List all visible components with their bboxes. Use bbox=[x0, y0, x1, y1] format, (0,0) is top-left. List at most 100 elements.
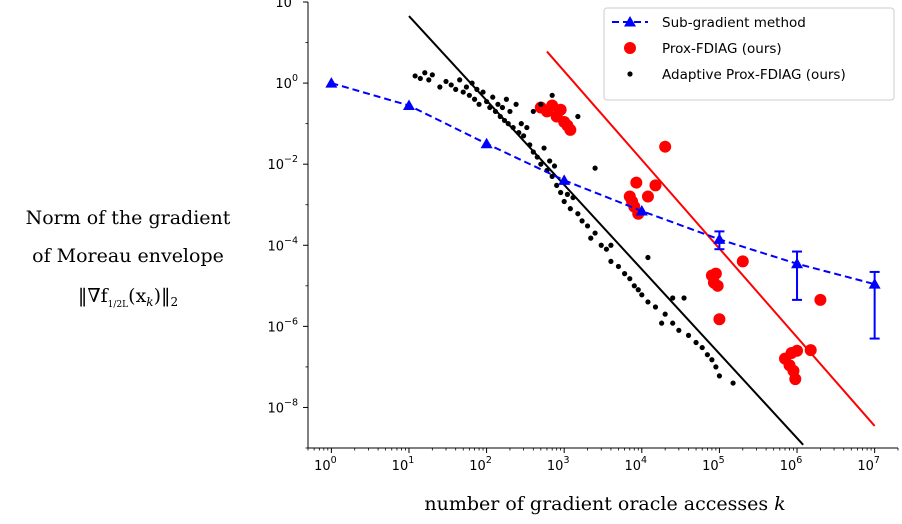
adaptive-point-45 bbox=[558, 189, 564, 196]
adaptive-point-78 bbox=[538, 101, 544, 107]
legend-box bbox=[603, 7, 895, 101]
prox-fdiag-point-29 bbox=[814, 293, 827, 306]
x-tick-label-0: 100 bbox=[314, 455, 337, 474]
adaptive-point-5 bbox=[437, 84, 443, 90]
legend-triangle-marker bbox=[624, 16, 636, 27]
adaptive-point-46 bbox=[561, 198, 567, 205]
y-label-sub-num: 1 bbox=[108, 300, 114, 310]
y-tick-base-3: 10 bbox=[267, 239, 284, 254]
prox-fdiag-point-4 bbox=[554, 103, 567, 116]
x-tick-exp-0: 0 bbox=[331, 455, 337, 466]
x-tick-label-7: 107 bbox=[857, 455, 880, 474]
x-tick-label-1: 101 bbox=[392, 455, 415, 474]
adaptive-point-24 bbox=[499, 104, 506, 111]
legend-black-dot bbox=[627, 71, 633, 77]
y-tick-base-2: 10 bbox=[267, 158, 284, 173]
x-tick-label-3: 103 bbox=[547, 455, 570, 474]
adaptive-point-53 bbox=[588, 235, 594, 241]
adaptive-point-42 bbox=[549, 173, 555, 179]
x-tick-exp-7: 7 bbox=[874, 455, 880, 466]
adaptive-point-29 bbox=[510, 124, 516, 131]
y-tick-label-4: 10−6 bbox=[267, 316, 298, 335]
y-label-norm-grad: ‖∇f bbox=[78, 285, 110, 307]
adaptive-point-64 bbox=[645, 299, 651, 305]
adaptive-point-59 bbox=[621, 271, 628, 277]
prox-fdiag-point-18 bbox=[709, 267, 722, 280]
y-label-math: ‖∇f1/2L(xk)‖2 bbox=[78, 285, 178, 310]
adaptive-point-48 bbox=[567, 206, 573, 212]
x-tick-base-5: 10 bbox=[702, 459, 719, 474]
adaptive-point-62 bbox=[635, 287, 641, 293]
trend-line-3 bbox=[408, 15, 804, 446]
legend-label-1: Prox-FDIAG (ours) bbox=[662, 41, 782, 57]
adaptive-point-19 bbox=[487, 104, 493, 111]
y-tick-label-0: 102 bbox=[275, 0, 298, 11]
adaptive-point-32 bbox=[518, 121, 524, 127]
adaptive-point-74 bbox=[713, 364, 719, 370]
y-label-norm-sub: 2 bbox=[171, 295, 179, 309]
adaptive-point-31 bbox=[516, 130, 522, 136]
adaptive-point-14 bbox=[471, 96, 478, 102]
prox-fdiag-point-28 bbox=[804, 344, 817, 357]
adaptive-point-3 bbox=[426, 77, 432, 83]
adaptive-point-55 bbox=[598, 242, 604, 248]
x-tick-base-3: 10 bbox=[547, 459, 564, 474]
adaptive-point-27 bbox=[505, 121, 511, 127]
x-tick-label-6: 106 bbox=[780, 455, 803, 474]
adaptive-point-58 bbox=[615, 263, 622, 270]
adaptive-point-13 bbox=[469, 80, 475, 86]
y-tick-label-1: 100 bbox=[275, 73, 298, 92]
adaptive-point-44 bbox=[554, 182, 560, 188]
prox-fdiag-point-15 bbox=[659, 140, 672, 153]
y-tick-base-1: 10 bbox=[275, 77, 292, 92]
adaptive-point-33 bbox=[521, 133, 527, 139]
adaptive-point-23 bbox=[497, 113, 503, 120]
x-tick-base-7: 10 bbox=[857, 459, 874, 474]
adaptive-point-15 bbox=[474, 86, 480, 92]
subgradient-line bbox=[331, 82, 875, 286]
adaptive-point-1 bbox=[417, 75, 423, 82]
adaptive-point-39 bbox=[541, 145, 547, 151]
y-axis-label: Norm of the gradient of Moreau envelope … bbox=[26, 207, 231, 310]
x-label-text: number of gradient oracle accesses bbox=[424, 493, 768, 515]
prox-fdiag-point-14 bbox=[649, 179, 662, 192]
adaptive-point-28 bbox=[507, 108, 513, 115]
x-axis-label: number of gradient oracle accesses k bbox=[424, 493, 785, 515]
x-tick-base-6: 10 bbox=[780, 459, 797, 474]
x-tick-label-5: 105 bbox=[702, 455, 725, 474]
adaptive-point-66 bbox=[662, 311, 668, 317]
x-tick-exp-1: 1 bbox=[408, 455, 414, 466]
x-tick-base-0: 10 bbox=[314, 459, 331, 474]
adaptive-point-71 bbox=[699, 344, 705, 351]
subgradient-point-2 bbox=[480, 137, 493, 149]
prox-fdiag-point-7 bbox=[564, 123, 577, 136]
y-label-line2: of Moreau envelope bbox=[32, 245, 224, 267]
adaptive-point-7 bbox=[448, 82, 454, 88]
x-tick-base-4: 10 bbox=[625, 459, 642, 474]
adaptive-point-4 bbox=[429, 72, 435, 78]
y-tick-exp-5: −8 bbox=[284, 397, 298, 408]
prox-fdiag-point-27 bbox=[791, 344, 804, 357]
adaptive-point-30 bbox=[513, 101, 519, 107]
adaptive-point-85 bbox=[670, 295, 676, 301]
adaptive-point-83 bbox=[645, 254, 651, 261]
y-tick-base-5: 10 bbox=[267, 401, 284, 416]
y-tick-label-2: 10−2 bbox=[267, 154, 298, 173]
subgradient-point-1 bbox=[402, 99, 415, 111]
prox-fdiag-point-20 bbox=[713, 313, 726, 326]
y-label-close: )‖ bbox=[154, 285, 171, 307]
adaptive-point-79 bbox=[549, 92, 555, 98]
adaptive-point-60 bbox=[627, 276, 633, 282]
y-tick-base-0: 10 bbox=[275, 0, 292, 11]
legend-red-dot bbox=[624, 42, 636, 54]
prox-fdiag-point-11 bbox=[630, 176, 643, 189]
adaptive-point-26 bbox=[503, 96, 509, 102]
x-tick-base-1: 10 bbox=[392, 459, 409, 474]
y-tick-exp-2: −2 bbox=[284, 154, 298, 165]
adaptive-point-47 bbox=[564, 191, 571, 197]
adaptive-point-82 bbox=[608, 242, 614, 248]
y-label-arg-sub: k bbox=[146, 295, 153, 309]
adaptive-point-75 bbox=[716, 373, 723, 379]
y-label-line1: Norm of the gradient bbox=[26, 207, 231, 229]
subgradient-point-6 bbox=[791, 257, 804, 269]
